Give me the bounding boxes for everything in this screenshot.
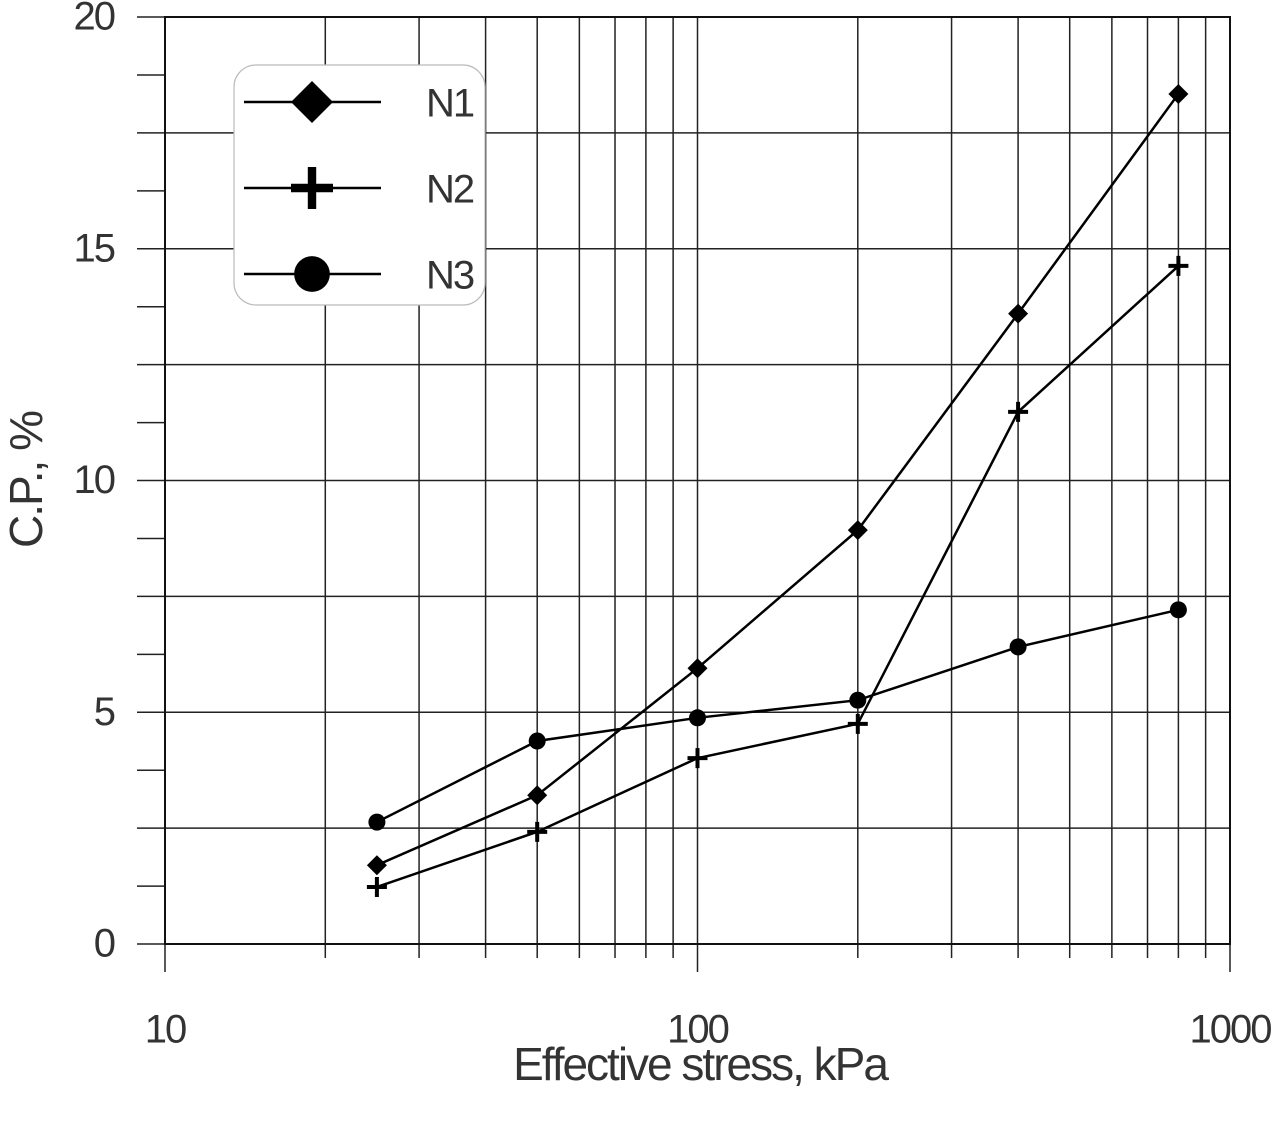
- series-line: [376, 608, 1179, 824]
- legend-box: [233, 64, 486, 306]
- marker: [1168, 255, 1189, 276]
- x-axis-label: Effective stress, kPa: [513, 1038, 889, 1090]
- marker: [291, 81, 333, 123]
- y-tick-label: 15: [74, 226, 115, 270]
- marker: [366, 855, 387, 876]
- x-tick-label: 100: [667, 1008, 728, 1052]
- legend-label: N2: [426, 168, 474, 212]
- marker: [527, 785, 548, 806]
- marker: [1168, 83, 1189, 104]
- marker: [849, 691, 867, 709]
- marker: [687, 748, 708, 769]
- marker: [294, 256, 330, 292]
- y-tick-label: 0: [94, 922, 115, 966]
- series-line: [376, 264, 1180, 889]
- marker: [1009, 638, 1027, 656]
- y-tick-label: 5: [94, 690, 115, 734]
- marker: [527, 821, 548, 842]
- marker: [687, 658, 708, 679]
- marker: [689, 709, 706, 727]
- marker: [291, 167, 333, 209]
- marker: [847, 520, 868, 541]
- x-tick-label: 1000: [1190, 1008, 1272, 1052]
- plot-frame: [164, 16, 1231, 945]
- marker: [528, 732, 546, 750]
- legend-label: N3: [426, 254, 474, 298]
- marker: [1008, 303, 1029, 324]
- marker: [847, 713, 868, 734]
- legend-label: N1: [426, 82, 474, 126]
- legend: N1 N2 N3: [233, 64, 486, 306]
- marker: [368, 813, 386, 831]
- x-tick-label: 10: [145, 1008, 186, 1052]
- marker: [1169, 601, 1187, 619]
- marker: [1008, 401, 1029, 422]
- y-tick-label: 10: [74, 458, 115, 502]
- y-axis-label: C.P., %: [0, 411, 52, 548]
- series-line: [376, 93, 1180, 867]
- marker: [366, 876, 387, 897]
- y-tick-label: 20: [74, 0, 115, 39]
